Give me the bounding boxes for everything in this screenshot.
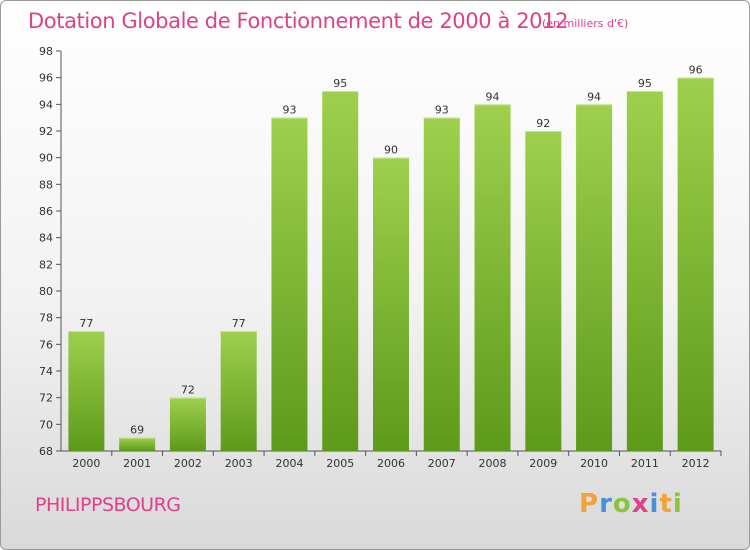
y-tick-label: 80 bbox=[39, 285, 53, 298]
bar-2008 bbox=[474, 104, 511, 451]
x-tick-label-2004: 2004 bbox=[275, 457, 303, 470]
y-tick-label: 76 bbox=[39, 338, 53, 351]
logo-letter: o bbox=[612, 489, 632, 519]
x-tick-label-2010: 2010 bbox=[580, 457, 608, 470]
chart-title: Dotation Globale de Fonctionnement de 20… bbox=[28, 9, 569, 33]
value-label-2002: 72 bbox=[181, 384, 195, 397]
x-tick-label-2012: 2012 bbox=[682, 457, 710, 470]
x-tick-label-2005: 2005 bbox=[326, 457, 354, 470]
bar-2005 bbox=[322, 91, 359, 451]
logo-letter: r bbox=[599, 489, 613, 519]
value-label-2006: 90 bbox=[384, 144, 398, 157]
bar-2012 bbox=[677, 77, 714, 452]
x-tick-label-2003: 2003 bbox=[225, 457, 253, 470]
value-label-2000: 77 bbox=[79, 317, 93, 330]
logo-letter: t bbox=[659, 489, 673, 519]
value-label-2010: 94 bbox=[587, 90, 601, 103]
bar-2004 bbox=[271, 117, 308, 452]
y-tick-label: 88 bbox=[39, 178, 53, 191]
logo-letter: x bbox=[631, 489, 650, 519]
value-label-2008: 94 bbox=[486, 90, 500, 103]
x-tick-label-2002: 2002 bbox=[174, 457, 202, 470]
y-tick-label: 78 bbox=[39, 312, 53, 325]
y-tick-label: 94 bbox=[39, 98, 53, 111]
chart-subtitle: (en milliers d'€) bbox=[542, 17, 629, 30]
bar-2003 bbox=[220, 331, 257, 451]
value-label-2009: 92 bbox=[536, 117, 550, 130]
bar-2002 bbox=[169, 397, 206, 451]
value-label-2005: 95 bbox=[333, 77, 347, 90]
y-tick-label: 92 bbox=[39, 125, 53, 138]
x-tick-label-2000: 2000 bbox=[72, 457, 100, 470]
y-tick-label: 96 bbox=[39, 72, 53, 85]
y-tick-label: 68 bbox=[39, 445, 53, 458]
y-tick-label: 84 bbox=[39, 232, 53, 245]
value-label-2004: 93 bbox=[282, 104, 296, 117]
proxiti-logo: Proxiti bbox=[579, 489, 683, 519]
bar-2011 bbox=[626, 91, 663, 451]
logo-letter: i bbox=[672, 489, 683, 519]
y-tick-label: 72 bbox=[39, 392, 53, 405]
bar-2007 bbox=[423, 117, 460, 452]
y-tick-label: 70 bbox=[39, 418, 53, 431]
y-tick-label: 82 bbox=[39, 258, 53, 271]
value-label-2011: 95 bbox=[638, 77, 652, 90]
x-tick-label-2006: 2006 bbox=[377, 457, 405, 470]
y-tick-label: 86 bbox=[39, 205, 53, 218]
x-tick-label-2011: 2011 bbox=[631, 457, 659, 470]
value-label-2003: 77 bbox=[232, 317, 246, 330]
city-name: PHILIPPSBOURG bbox=[35, 494, 181, 516]
value-label-2007: 93 bbox=[435, 104, 449, 117]
bar-2001 bbox=[119, 437, 156, 451]
x-tick-label-2007: 2007 bbox=[428, 457, 456, 470]
y-tick-label: 90 bbox=[39, 152, 53, 165]
value-label-2001: 69 bbox=[130, 424, 144, 437]
x-tick-label-2008: 2008 bbox=[479, 457, 507, 470]
bar-2000 bbox=[68, 331, 105, 451]
plot-area: 68 70 72 74 76 78 80 82 84 86 88 90 92 94 96 98 77 2000 69… bbox=[39, 45, 722, 470]
y-tick-label: 74 bbox=[39, 365, 53, 378]
logo-letter: P bbox=[579, 489, 600, 519]
bar-2006 bbox=[373, 157, 409, 451]
x-tick-label-2009: 2009 bbox=[529, 457, 557, 470]
x-tick-label-2001: 2001 bbox=[123, 457, 151, 470]
y-tick-label: 98 bbox=[39, 45, 53, 58]
logo-letter: i bbox=[649, 489, 660, 519]
bar-2009 bbox=[525, 131, 562, 451]
bar-2010 bbox=[576, 104, 613, 451]
value-label-2012: 96 bbox=[689, 64, 703, 77]
